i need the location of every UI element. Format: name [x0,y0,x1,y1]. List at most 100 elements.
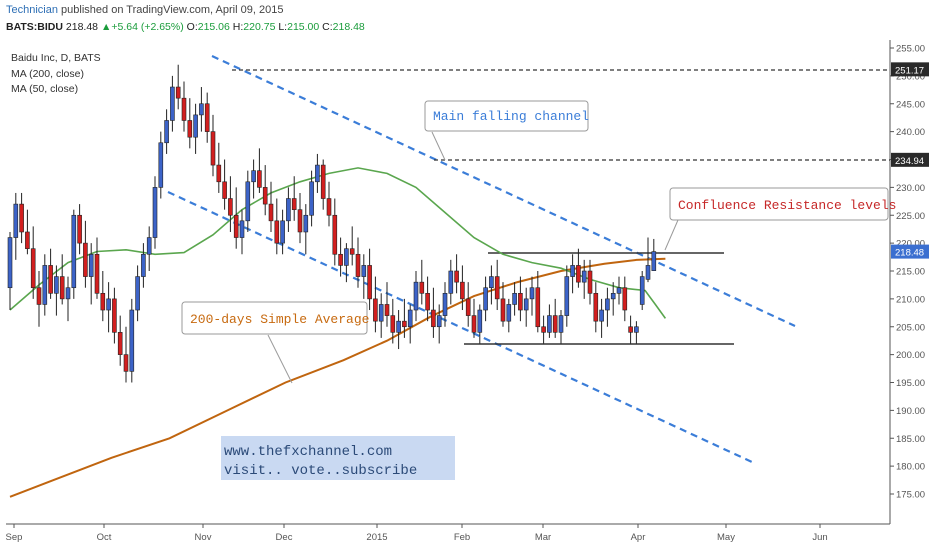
candle [564,265,570,327]
chart-area[interactable]: 175.00 180.00 185.00 190.00 195.00 200.00 205.… [0,40,932,550]
price-label-bg [891,62,929,77]
x-tick-label: Oct [97,532,112,543]
candle-body [210,131,216,166]
candle [593,282,599,333]
candle [71,209,77,299]
up-arrow-icon: ▲ [100,21,112,33]
candle-body [54,276,59,294]
candle [13,192,19,260]
candle [634,321,639,344]
candle [355,237,361,288]
candle-body [297,209,303,233]
y-tick-label: 240.00 [896,127,925,138]
candle-body [547,315,552,333]
candle [175,64,181,110]
candle-body [129,309,135,372]
candle-body [587,270,593,294]
candle [483,276,488,322]
price-chart[interactable]: 175.00 180.00 185.00 190.00 195.00 200.00 205.… [0,40,932,550]
price-label-bg [891,152,929,167]
candle [639,271,645,311]
y-tick-label: 220.00 [896,239,925,250]
candle [216,142,222,193]
candle [570,254,575,294]
candle-body [436,315,442,328]
candle-body [175,86,181,99]
candle-body [506,304,512,322]
candle-body [59,276,65,300]
candle-body [280,220,285,244]
candle-body [338,253,343,266]
y-tick-label: 245.00 [896,99,925,110]
candle-body [384,304,390,316]
candle-body [204,103,210,132]
candle [407,304,413,344]
candle-body [413,281,419,311]
candle [19,192,24,244]
candle [222,159,227,210]
x-axis: Sep Oct Nov Dec 2015 Feb Mar Apr May Jun [6,523,890,543]
candle-body [616,287,622,294]
callout-confluence-resistance[interactable]: Confluence Resistance levels [664,187,896,251]
x-tick-label: Sep [6,532,23,543]
candle-body [262,187,268,205]
candle [59,254,65,305]
quote-line: BATS:BIDU 218.48 ▲+5.64 (+2.65%) O:215.0… [6,21,365,33]
candle [239,209,245,255]
y-tick-label: 200.00 [896,350,925,361]
candle-body [402,320,407,328]
candle [48,248,53,299]
y-axis: 175.00 180.00 185.00 190.00 195.00 200.00 205.… [889,40,925,524]
candle [152,176,158,249]
candle-body [500,298,506,322]
candle [396,310,401,350]
candle [616,276,622,305]
callout-main-falling-channel[interactable]: Main falling channel [424,100,589,161]
candle [262,165,268,216]
candle [402,298,407,338]
candle-body [100,292,106,311]
candle [164,109,169,154]
candle-body [407,309,413,328]
candle [460,265,465,311]
low-value: 215.00 [287,21,320,33]
candle [373,276,378,333]
candle-body [239,220,245,238]
candle-body [30,248,36,289]
candle-body [564,276,570,316]
candle [77,204,82,255]
high-value: 220.75 [243,21,276,33]
x-tick-label: 2015 [366,532,387,543]
candle-body [419,281,425,294]
candle [320,159,326,210]
candles [7,64,657,383]
candle [367,248,372,311]
candle-body [535,287,541,328]
candle [30,226,36,299]
candle [471,298,477,338]
candle-body [378,304,384,322]
candle [599,298,604,338]
candle [326,181,332,227]
candle-body [303,214,309,233]
candle-body [291,198,297,210]
callout-200-day-sma[interactable]: 200-days Simple Average [181,301,369,384]
candle [489,265,494,305]
candle [297,192,303,244]
candle-body [431,309,436,328]
candle [390,298,396,344]
candle [146,226,152,271]
legend-ma200: MA (200, close) [11,68,84,80]
candle-body [71,214,77,289]
y-tick-label: 180.00 [896,462,925,473]
candle [65,276,71,322]
author-link[interactable]: Technician [6,4,58,16]
open-value: 215.06 [197,21,230,33]
candle [605,287,610,327]
x-tick-label: Dec [276,532,293,543]
candle-body [257,170,262,188]
x-tick-label: Mar [535,532,551,543]
open-label: O: [186,21,198,33]
candle-body [581,270,587,283]
candle-body [106,298,111,311]
